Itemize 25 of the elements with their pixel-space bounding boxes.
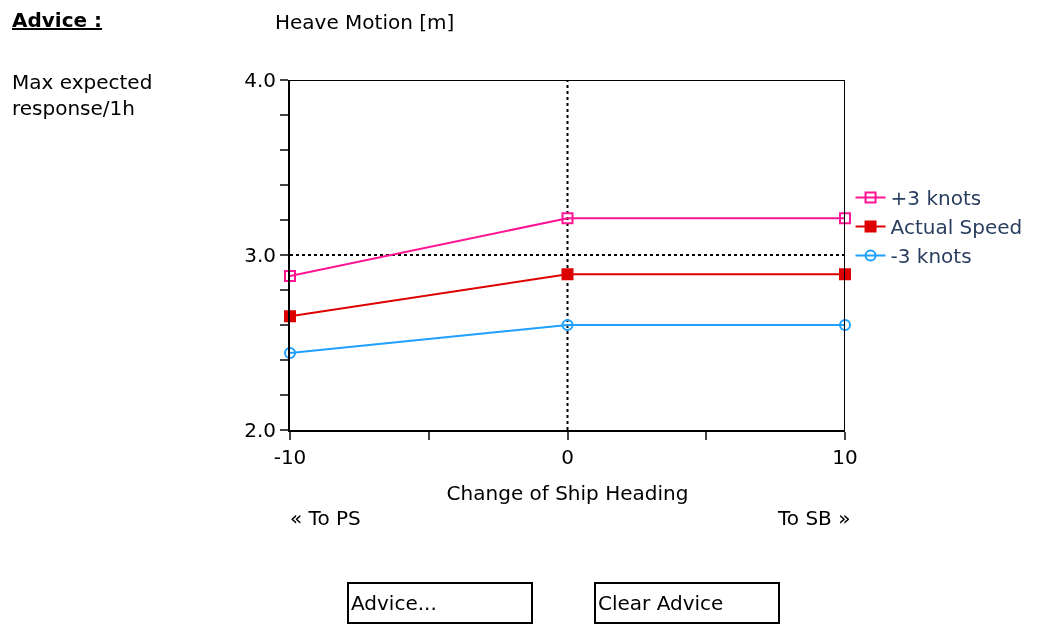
point xyxy=(839,212,851,225)
y-tick-label: 2.0 xyxy=(244,418,276,442)
point xyxy=(839,268,851,281)
x-tick-label: -10 xyxy=(273,445,307,469)
text: « To PS xyxy=(290,506,361,530)
point xyxy=(561,268,574,281)
text: Clear Advice xyxy=(598,591,724,615)
x-axis-title: Change of Ship Heading xyxy=(446,481,689,505)
point xyxy=(284,270,296,282)
x-tick-label: 0 xyxy=(561,445,574,469)
point xyxy=(284,347,296,359)
legend-label: Actual Speed xyxy=(890,215,1023,240)
y-tick-label: 3.0 xyxy=(244,243,276,267)
legend-label: +3 knots xyxy=(890,186,982,211)
chart-title: Heave Motion [m] xyxy=(275,10,455,34)
point xyxy=(561,319,574,331)
y-tick-label: 4.0 xyxy=(244,68,276,92)
text: Advice... xyxy=(351,591,437,615)
point xyxy=(839,319,851,331)
legend-label: -3 knots xyxy=(890,244,972,269)
text: Max expected response/1h xyxy=(12,70,153,120)
text: To SB » xyxy=(777,506,851,530)
text: Advice : xyxy=(12,8,103,32)
x-tick-label: 10 xyxy=(832,445,858,469)
point xyxy=(561,212,574,225)
